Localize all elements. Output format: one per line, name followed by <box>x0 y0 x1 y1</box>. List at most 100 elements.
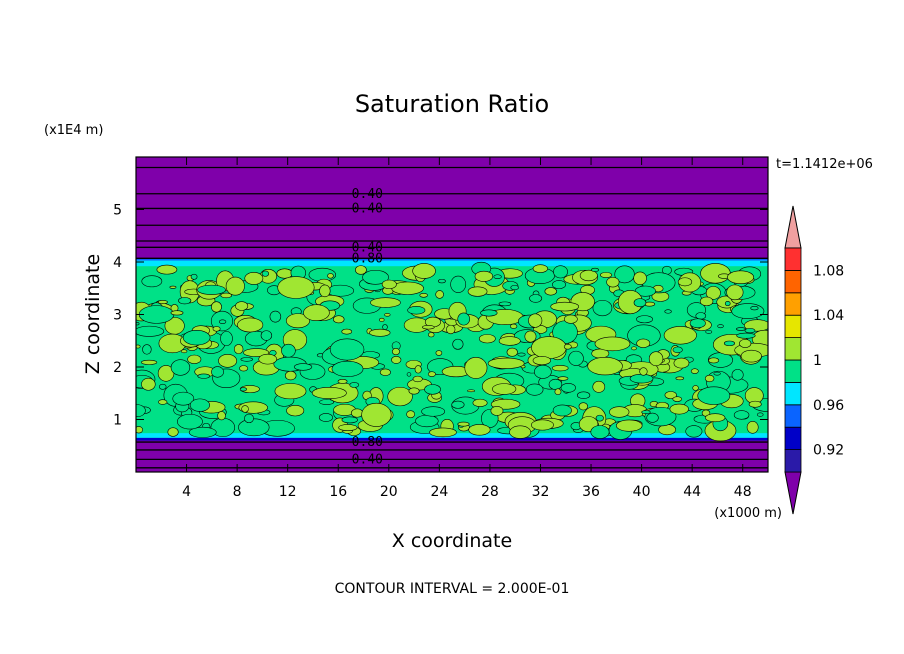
texture-blob <box>158 383 167 390</box>
x-tick-label: 44 <box>683 484 701 500</box>
texture-blob <box>170 310 184 316</box>
texture-blob <box>157 300 168 305</box>
texture-blob <box>724 300 731 307</box>
texture-blob <box>341 416 358 424</box>
texture-blob <box>457 312 471 326</box>
x-tick-label: 12 <box>279 484 297 500</box>
texture-blob <box>563 344 572 350</box>
colorbar-label: 1.04 <box>813 308 844 324</box>
contour-lines <box>136 166 768 469</box>
colorbar-swatch <box>784 292 802 316</box>
y-tick-label: 1 <box>113 413 122 429</box>
texture-blob <box>529 294 543 303</box>
texture-blob <box>239 387 247 392</box>
texture-blob <box>331 360 364 377</box>
chart-title: Saturation Ratio <box>355 90 549 118</box>
texture-blob <box>319 284 331 298</box>
texture-blob <box>615 419 643 432</box>
colorbar-label: 1.08 <box>813 263 844 279</box>
texture-blob <box>744 328 756 334</box>
texture-blob <box>599 272 613 278</box>
contour-interval-footer: CONTOUR INTERVAL = 2.000E-01 <box>335 581 570 597</box>
texture-blob <box>170 359 191 376</box>
texture-blob <box>551 364 569 372</box>
x-tick-label: 32 <box>532 484 550 500</box>
texture-blob <box>211 301 222 313</box>
texture-blob <box>577 391 591 399</box>
texture-blob <box>391 348 400 356</box>
x-unit-label: (x1000 m) <box>714 506 782 521</box>
texture-blob <box>690 368 699 374</box>
texture-blob <box>492 383 517 395</box>
texture-blob <box>641 410 651 415</box>
colorbar-label: 0.96 <box>813 398 844 414</box>
texture-blob <box>349 382 360 388</box>
texture-blob <box>733 410 750 420</box>
texture-blob <box>614 265 635 284</box>
texture-blob <box>379 368 391 376</box>
texture-blob <box>595 414 604 422</box>
texture-blob <box>664 309 672 314</box>
texture-blob <box>700 263 731 284</box>
texture-blob <box>446 324 456 335</box>
texture-blob <box>238 418 270 437</box>
colorbar-swatch <box>784 337 802 361</box>
texture-blob <box>713 371 721 376</box>
texture-blob <box>218 319 227 325</box>
colorbar-swatch <box>784 314 802 339</box>
texture-blob <box>341 328 353 335</box>
lower-edge-band-blue <box>136 437 768 441</box>
colorbar-swatch <box>784 269 802 294</box>
texture-blob <box>685 425 703 438</box>
texture-blob <box>636 338 651 348</box>
texture-blob <box>274 383 307 400</box>
texture-blob <box>723 340 736 347</box>
texture-blob <box>244 413 254 424</box>
texture-blob <box>220 292 232 299</box>
texture-blob <box>429 427 457 438</box>
texture-blob <box>717 324 724 329</box>
texture-blob <box>664 391 677 400</box>
texture-blob <box>172 391 195 406</box>
texture-blob <box>318 413 333 422</box>
texture-blob <box>136 404 146 418</box>
contour-label: 0.80 <box>352 435 383 450</box>
layer-band-2 <box>136 157 768 262</box>
colorbar-min-arrow <box>784 471 802 515</box>
texture-blob <box>435 290 444 299</box>
texture-blob <box>241 405 249 413</box>
texture-blob <box>218 354 238 368</box>
texture-blob <box>381 279 397 290</box>
texture-blob <box>319 399 335 405</box>
texture-blob <box>197 284 226 295</box>
texture-blob <box>361 402 392 427</box>
texture-blob <box>419 293 428 298</box>
texture-blob <box>467 286 488 297</box>
texture-blob <box>211 366 224 378</box>
colorbar-swatch <box>784 381 802 406</box>
time-label: t=1.1412e+06 <box>776 157 873 172</box>
texture-blob <box>435 350 443 356</box>
texture-blob <box>387 386 413 407</box>
texture-blob <box>590 425 610 439</box>
texture-blob <box>260 330 273 341</box>
texture-blob <box>327 273 334 279</box>
texture-blob <box>167 427 179 437</box>
texture-blob <box>235 301 249 311</box>
texture-blob <box>258 353 278 365</box>
texture-blob <box>579 269 598 282</box>
texture-blob <box>421 406 446 417</box>
texture-blob <box>531 336 567 359</box>
texture-blob <box>534 364 552 379</box>
texture-blob <box>362 269 389 285</box>
texture-blob <box>592 380 606 393</box>
x-tick-label: 24 <box>430 484 448 500</box>
texture-blob <box>379 317 385 322</box>
texture-blob <box>237 317 264 333</box>
texture-blob <box>594 336 631 352</box>
x-tick-label: 20 <box>380 484 398 500</box>
texture-blob <box>293 363 313 371</box>
x-tick-label: 4 <box>182 484 191 500</box>
texture-blob <box>468 424 491 436</box>
